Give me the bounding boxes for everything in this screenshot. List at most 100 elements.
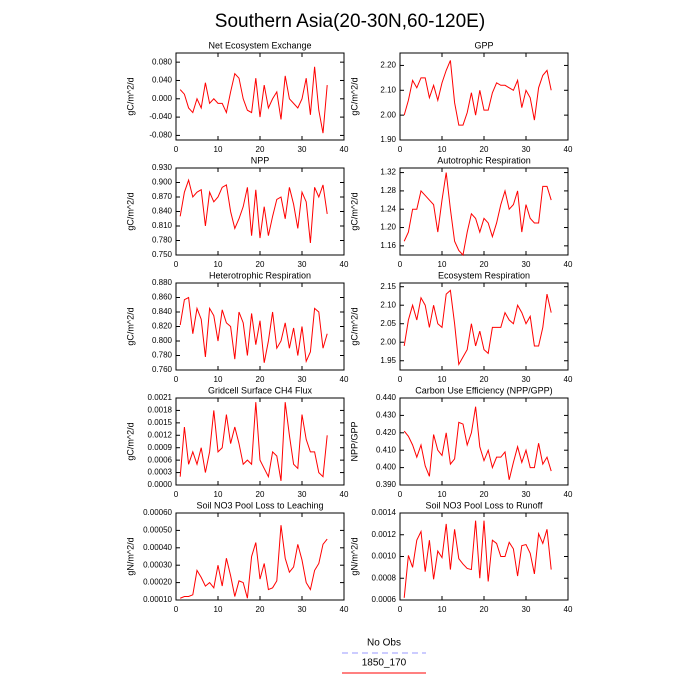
y-tick-label: 0.930 xyxy=(152,163,173,172)
y-tick-label: 0.0012 xyxy=(148,430,173,439)
x-tick-label: 10 xyxy=(438,490,447,499)
x-tick-label: 20 xyxy=(256,375,265,384)
x-tick-label: 10 xyxy=(438,145,447,154)
x-tick-label: 0 xyxy=(174,605,179,614)
x-tick-label: 20 xyxy=(480,375,489,384)
y-tick-label: 0.420 xyxy=(376,428,397,437)
x-tick-label: 40 xyxy=(340,145,349,154)
panel-title: Soil NO3 Pool Loss to Runoff xyxy=(426,500,543,510)
data-line xyxy=(179,178,328,243)
x-tick-label: 10 xyxy=(214,145,223,154)
panel-title: NPP xyxy=(251,155,270,165)
x-tick-label: 40 xyxy=(564,260,573,269)
y-tick-label: -0.040 xyxy=(149,112,172,121)
x-tick-label: 40 xyxy=(564,490,573,499)
data-line xyxy=(179,296,328,364)
y-tick-label: 0.860 xyxy=(152,293,173,302)
panel-title: Net Ecosystem Exchange xyxy=(208,40,311,50)
y-axis-label: gC/m^2/d xyxy=(125,307,135,345)
y-tick-label: 0.0006 xyxy=(148,455,173,464)
y-tick-label: 0.750 xyxy=(152,250,173,259)
x-tick-label: 10 xyxy=(438,605,447,614)
y-tick-label: 0.00020 xyxy=(143,578,172,587)
y-tick-label: 1.16 xyxy=(380,241,396,250)
y-tick-label: 0.820 xyxy=(152,322,173,331)
y-tick-label: 0.780 xyxy=(152,236,173,245)
x-tick-label: 20 xyxy=(256,260,265,269)
y-tick-label: -0.080 xyxy=(149,131,172,140)
y-axis-label: gC/m^2/d xyxy=(125,77,135,115)
x-tick-label: 0 xyxy=(398,375,403,384)
y-tick-label: 0.400 xyxy=(376,463,397,472)
x-tick-label: 20 xyxy=(256,145,265,154)
y-axis-label: gC/m^2/d xyxy=(125,422,135,460)
x-tick-label: 20 xyxy=(256,490,265,499)
panel-title: GPP xyxy=(474,40,493,50)
data-line xyxy=(403,172,552,257)
x-tick-label: 20 xyxy=(480,260,489,269)
y-tick-label: 2.10 xyxy=(380,300,396,309)
x-tick-label: 0 xyxy=(174,490,179,499)
y-tick-label: 0.880 xyxy=(152,278,173,287)
y-tick-label: 0.0003 xyxy=(148,468,173,477)
y-tick-label: 1.95 xyxy=(380,356,396,365)
panel-title: Ecosystem Respiration xyxy=(438,270,530,280)
x-tick-label: 10 xyxy=(214,490,223,499)
y-tick-label: 0.0014 xyxy=(372,508,397,517)
x-tick-label: 10 xyxy=(438,260,447,269)
y-tick-label: 0.0009 xyxy=(148,443,173,452)
y-axis-label: gN/m^2/d xyxy=(125,537,135,575)
y-tick-label: 0.900 xyxy=(152,178,173,187)
y-axis-label: gC/m^2/d xyxy=(349,77,359,115)
y-axis-label: gN/m^2/d xyxy=(349,537,359,575)
y-tick-label: 0.000 xyxy=(152,94,173,103)
y-tick-label: 2.20 xyxy=(380,61,396,70)
y-tick-label: 0.00040 xyxy=(143,543,172,552)
y-tick-label: 2.05 xyxy=(380,319,396,328)
x-tick-label: 40 xyxy=(340,605,349,614)
y-tick-label: 0.0008 xyxy=(372,573,397,582)
y-tick-label: 0.040 xyxy=(152,76,173,85)
x-tick-label: 30 xyxy=(522,490,531,499)
x-tick-label: 30 xyxy=(522,260,531,269)
x-tick-label: 0 xyxy=(398,145,403,154)
panel-title: Heterotrophic Respiration xyxy=(209,270,311,280)
y-tick-label: 0.00030 xyxy=(143,560,172,569)
y-tick-label: 0.780 xyxy=(152,351,173,360)
x-tick-label: 20 xyxy=(256,605,265,614)
y-tick-label: 0.430 xyxy=(376,411,397,420)
data-line xyxy=(179,402,328,481)
y-tick-label: 0.870 xyxy=(152,192,173,201)
y-tick-label: 0.0006 xyxy=(372,595,397,604)
x-tick-label: 20 xyxy=(480,605,489,614)
data-line xyxy=(403,289,552,367)
figure-title: Southern Asia(20-30N,60-120E) xyxy=(215,11,485,32)
x-tick-label: 10 xyxy=(214,605,223,614)
y-tick-label: 0.0015 xyxy=(148,418,173,427)
x-tick-label: 30 xyxy=(298,605,307,614)
y-tick-label: 0.00050 xyxy=(143,526,172,535)
x-tick-label: 30 xyxy=(298,145,307,154)
x-tick-label: 0 xyxy=(174,375,179,384)
y-tick-label: 0.760 xyxy=(152,365,173,374)
x-tick-label: 0 xyxy=(398,260,403,269)
y-tick-label: 0.800 xyxy=(152,336,173,345)
x-tick-label: 30 xyxy=(298,260,307,269)
panel-title: Autotrophic Respiration xyxy=(437,155,531,165)
data-line xyxy=(403,60,552,126)
y-tick-label: 0.0021 xyxy=(148,393,173,402)
y-tick-label: 0.410 xyxy=(376,445,397,454)
y-tick-label: 0.080 xyxy=(152,57,173,66)
x-tick-label: 40 xyxy=(564,145,573,154)
data-line xyxy=(403,406,552,480)
x-tick-label: 40 xyxy=(340,260,349,269)
y-tick-label: 0.0018 xyxy=(148,406,173,415)
x-tick-label: 40 xyxy=(340,375,349,384)
y-axis-label: gC/m^2/d xyxy=(349,192,359,230)
y-tick-label: 0.0012 xyxy=(372,530,397,539)
x-tick-label: 30 xyxy=(522,605,531,614)
x-tick-label: 0 xyxy=(174,145,179,154)
x-tick-label: 20 xyxy=(480,490,489,499)
